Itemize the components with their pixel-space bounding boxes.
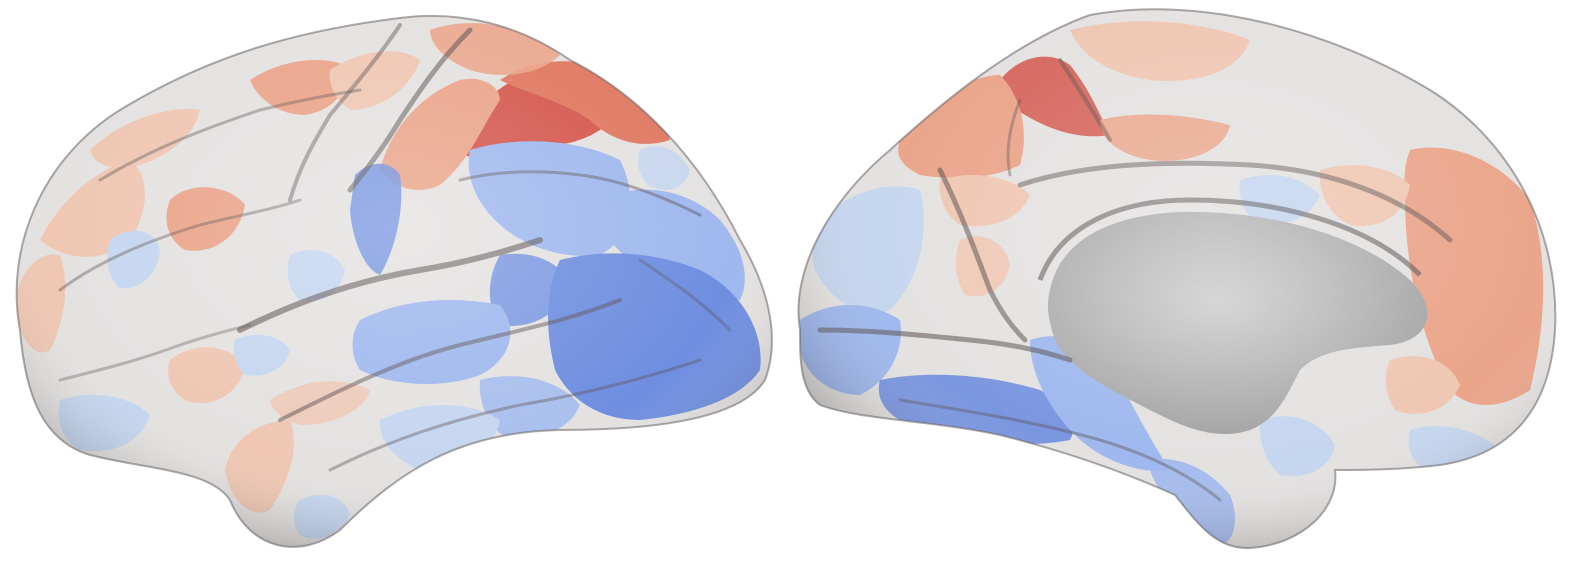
medial-shading (798, 9, 1556, 549)
lateral-outline (15, 14, 773, 548)
left-hemisphere-lateral-view (15, 14, 773, 548)
left-hemisphere-medial-view (797, 8, 1557, 550)
medial-outline (797, 8, 1557, 550)
lateral-shading (16, 15, 772, 547)
